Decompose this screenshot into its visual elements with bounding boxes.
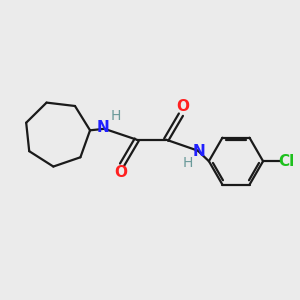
Text: H: H [182, 156, 193, 170]
Text: O: O [114, 166, 127, 181]
Text: H: H [110, 110, 121, 123]
Text: N: N [97, 120, 110, 135]
Text: Cl: Cl [278, 154, 295, 169]
Text: N: N [193, 144, 205, 159]
Text: O: O [176, 99, 189, 114]
